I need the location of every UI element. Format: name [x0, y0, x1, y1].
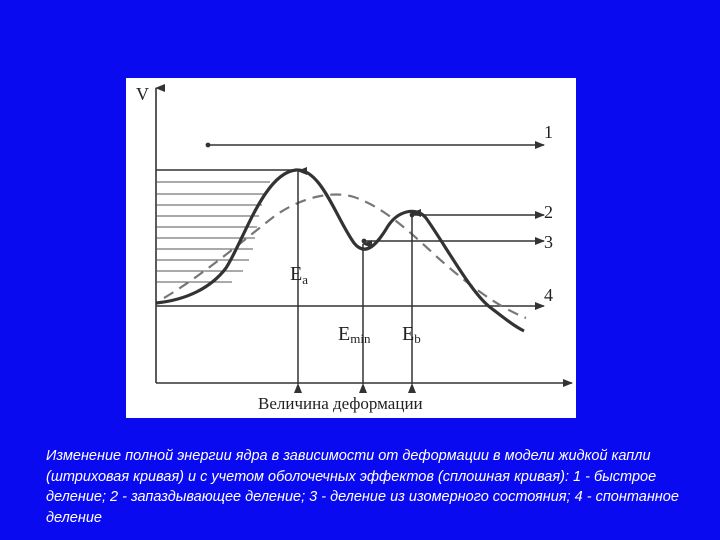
line-label-1: 1 — [544, 122, 553, 142]
y-axis-label: V — [136, 84, 149, 104]
ea-label: Ea — [290, 263, 308, 287]
eb-label: Eb — [402, 323, 421, 346]
x-axis-label: Величина деформации — [258, 394, 423, 413]
figure-caption: Изменение полной энергии ядра в зависимо… — [46, 448, 679, 526]
line-label-4: 4 — [544, 285, 553, 305]
energy-deformation-diagram: V Величина деформации 1 2 3 4 Ea Emin Eb — [126, 78, 576, 418]
line-label-2: 2 — [544, 202, 553, 222]
diagram-canvas: V Величина деформации 1 2 3 4 Ea Emin Eb — [136, 84, 573, 413]
line-label-3: 3 — [544, 232, 553, 252]
emin-label: Emin — [338, 323, 371, 346]
dashed-curve — [163, 193, 527, 320]
level-lines — [156, 181, 270, 283]
solid-curve — [155, 168, 525, 333]
